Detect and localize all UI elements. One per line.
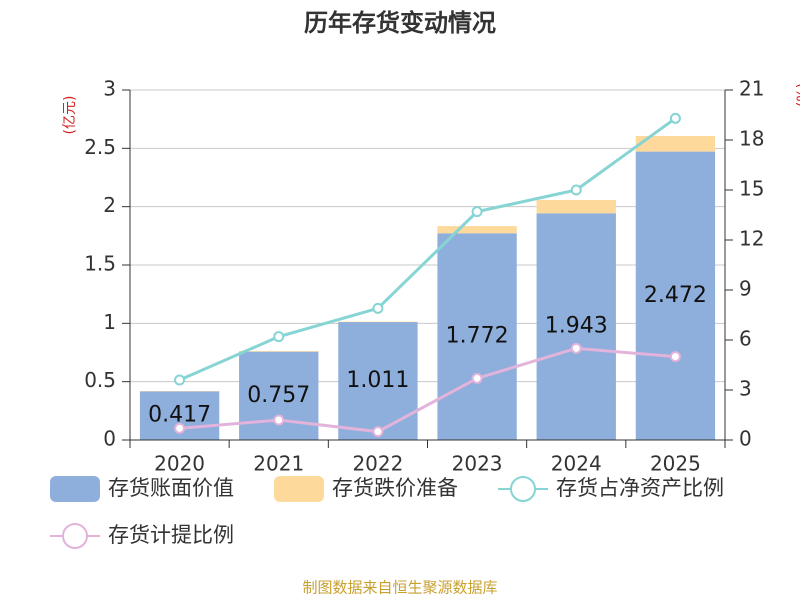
legend-swatch <box>510 476 536 502</box>
point <box>273 331 285 343</box>
x-tick-label: 2024 <box>551 452 602 476</box>
value-label: 1.011 <box>346 368 409 393</box>
y-tick-label: 0 <box>103 427 116 451</box>
y-tick-label: 1 <box>103 310 116 334</box>
x-tick-label: 2025 <box>650 452 701 476</box>
value-label: 1.943 <box>545 314 608 339</box>
y2-tick-label: 6 <box>739 327 752 351</box>
point <box>174 374 186 386</box>
y-tick-label: 2 <box>103 193 116 217</box>
bar <box>437 233 517 440</box>
y2-tick-label: 9 <box>739 277 752 301</box>
x-tick-label: 2022 <box>352 452 403 476</box>
value-label: 0.757 <box>247 383 310 408</box>
y2-tick-label: 18 <box>739 127 764 151</box>
y2-tick-label: 3 <box>739 377 752 401</box>
point <box>471 206 483 218</box>
y-axis-label: (亿元) <box>62 96 78 135</box>
legend-swatch <box>62 523 88 549</box>
bar <box>635 151 716 440</box>
point <box>174 422 186 434</box>
legend-label: 存货计提比例 <box>108 523 234 547</box>
value-label: 1.772 <box>446 324 509 349</box>
y-tick-label: 1.5 <box>84 252 116 276</box>
line <box>178 117 677 382</box>
x-tick-label: 2020 <box>154 452 205 476</box>
y-tick-label: 0.5 <box>84 368 116 392</box>
point <box>669 112 681 124</box>
y2-tick-label: 21 <box>739 77 764 101</box>
y2-tick-label: 15 <box>739 177 764 201</box>
legend-swatch <box>50 476 100 502</box>
legend-label: 存货跌价准备 <box>332 476 458 500</box>
y2-tick-label: 0 <box>739 427 752 451</box>
point <box>570 184 582 196</box>
bar <box>239 350 319 352</box>
bar <box>635 135 716 152</box>
legend-swatch <box>274 476 324 502</box>
bar <box>536 213 616 440</box>
bar <box>536 200 616 214</box>
bar <box>338 322 418 440</box>
point <box>372 426 384 438</box>
legend-label: 存货占净资产比例 <box>556 476 724 500</box>
line <box>179 346 676 434</box>
point <box>471 372 483 384</box>
y2-axis-label: (%) <box>795 83 800 107</box>
x-tick-label: 2023 <box>452 452 503 476</box>
bar <box>437 226 517 234</box>
point <box>273 414 285 426</box>
point <box>669 351 681 363</box>
source-note: 制图数据来自恒生聚源数据库 <box>302 579 497 597</box>
value-label: 2.472 <box>644 283 707 308</box>
y-tick-label: 3 <box>103 77 116 101</box>
point <box>570 342 582 354</box>
x-tick-label: 2021 <box>253 452 304 476</box>
y2-tick-label: 12 <box>739 227 764 251</box>
y-tick-label: 2.5 <box>84 135 116 159</box>
point <box>372 302 384 314</box>
chart-title: 历年存货变动情况 <box>304 9 496 37</box>
legend-label: 存货账面价值 <box>108 476 234 500</box>
